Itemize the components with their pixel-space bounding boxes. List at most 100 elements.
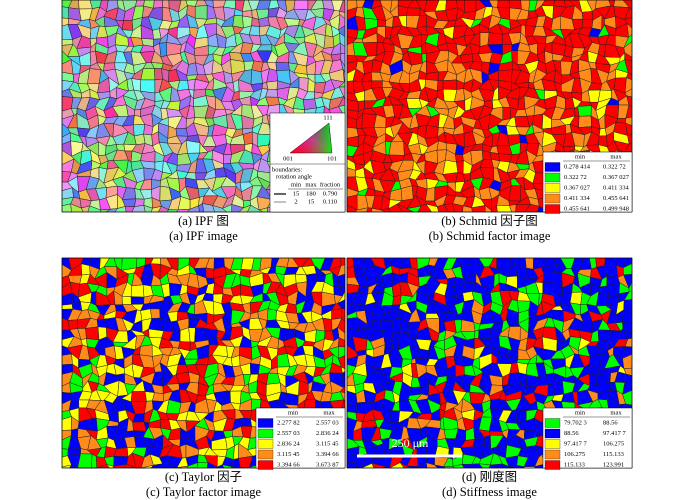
grain bbox=[487, 32, 504, 45]
legend-header: min bbox=[575, 409, 586, 416]
legend-swatch bbox=[544, 418, 561, 428]
grain bbox=[581, 18, 594, 29]
boundaries-header: max bbox=[305, 181, 317, 188]
legend-swatch bbox=[544, 193, 561, 204]
legend-swatch bbox=[257, 418, 274, 428]
legend-swatch bbox=[257, 439, 274, 449]
scale-bar-label: 250 μm bbox=[392, 436, 429, 450]
legend-min: 0.455 641 bbox=[564, 205, 590, 212]
grain bbox=[133, 133, 146, 146]
grain bbox=[81, 263, 91, 276]
legend-max: 115.133 bbox=[603, 451, 624, 458]
grain bbox=[153, 0, 163, 9]
ipf-triangle-overlay bbox=[289, 122, 333, 154]
legend-max: 3.115 45 bbox=[316, 440, 339, 447]
grain bbox=[85, 326, 100, 341]
grain bbox=[121, 19, 134, 31]
grain bbox=[61, 353, 73, 366]
grain bbox=[542, 272, 554, 283]
ipf-label: 111 bbox=[323, 114, 332, 121]
grain bbox=[232, 15, 244, 29]
legend-max: 88.56 bbox=[603, 419, 618, 426]
grain bbox=[135, 0, 145, 7]
caption-en: (b) Schmid factor image bbox=[429, 229, 551, 243]
grain bbox=[525, 257, 534, 270]
map-frame bbox=[61, 0, 346, 213]
grain bbox=[205, 267, 215, 279]
grain bbox=[293, 0, 309, 11]
grain bbox=[266, 80, 279, 90]
grain bbox=[149, 308, 161, 319]
grain bbox=[424, 124, 439, 139]
legend-swatch bbox=[257, 428, 274, 439]
grain bbox=[442, 159, 459, 175]
grain bbox=[488, 430, 504, 436]
legend-min: 115.133 bbox=[564, 461, 585, 468]
boundaries-subtitle: rotation angle bbox=[276, 173, 312, 180]
grain bbox=[194, 5, 208, 20]
grain bbox=[473, 329, 480, 339]
grain bbox=[588, 373, 598, 387]
grain bbox=[498, 69, 513, 83]
boundaries-cell: 15 bbox=[293, 190, 300, 197]
grain bbox=[140, 79, 156, 94]
caption-en: (c) Taylor factor image bbox=[146, 485, 262, 499]
legend-min: 88.56 bbox=[564, 430, 579, 437]
legend-swatch bbox=[544, 439, 561, 449]
grain bbox=[140, 68, 156, 81]
grain bbox=[578, 115, 592, 128]
legend-max: 0.322 72 bbox=[603, 163, 626, 170]
grain bbox=[496, 205, 512, 213]
grain bbox=[377, 19, 387, 28]
grain bbox=[132, 421, 147, 432]
boundaries-cell: 0.110 bbox=[323, 198, 337, 205]
legend-min: 106.275 bbox=[564, 451, 585, 458]
grain bbox=[331, 308, 343, 320]
boundaries-cell: 2 bbox=[294, 198, 297, 205]
legend-max: 2.836 24 bbox=[316, 430, 340, 437]
grain bbox=[354, 462, 365, 469]
grain bbox=[69, 464, 82, 469]
grain bbox=[400, 185, 414, 202]
grain bbox=[206, 312, 215, 324]
legend-min: 2.277 82 bbox=[277, 419, 300, 426]
map-frame bbox=[61, 257, 346, 469]
grain bbox=[123, 463, 137, 469]
grain bbox=[371, 80, 383, 89]
grain bbox=[61, 303, 74, 310]
legend-max: 3.673 87 bbox=[316, 461, 340, 468]
legend-max: 3.394 66 bbox=[316, 451, 340, 458]
grain bbox=[196, 461, 209, 469]
legend-max: 97.417 7 bbox=[603, 430, 627, 437]
grain bbox=[604, 257, 617, 266]
legend-min: 2.836 24 bbox=[277, 440, 301, 447]
boundaries-cell: 180 bbox=[306, 190, 316, 197]
grain bbox=[340, 257, 346, 266]
map-frame bbox=[346, 0, 633, 213]
legend-min: 3.394 66 bbox=[277, 461, 301, 468]
legend-max: 0.455 641 bbox=[603, 195, 629, 202]
grain bbox=[154, 68, 163, 81]
legend-swatch bbox=[257, 449, 274, 460]
grain bbox=[306, 273, 318, 283]
legend-swatch bbox=[544, 172, 561, 183]
boundaries-header: fraction bbox=[320, 181, 341, 188]
grain bbox=[229, 390, 242, 405]
grain bbox=[464, 0, 477, 13]
grain bbox=[185, 140, 201, 154]
legend-max: 106.275 bbox=[603, 440, 624, 447]
legend-min: 0.278 414 bbox=[564, 163, 591, 170]
legend-min: 3.115 45 bbox=[277, 451, 300, 458]
grain bbox=[266, 308, 277, 321]
grain bbox=[162, 0, 170, 9]
grain bbox=[323, 35, 335, 49]
legend-header: min bbox=[575, 153, 586, 160]
caption-en: (d) Stiffness image bbox=[442, 485, 537, 499]
grain bbox=[175, 371, 191, 384]
ipf-label: 101 bbox=[327, 155, 337, 162]
grain bbox=[250, 363, 260, 375]
legend-min: 97.417 7 bbox=[564, 440, 588, 447]
legend-swatch bbox=[544, 460, 561, 470]
legend-swatch bbox=[544, 183, 561, 193]
map-frame bbox=[346, 257, 633, 469]
